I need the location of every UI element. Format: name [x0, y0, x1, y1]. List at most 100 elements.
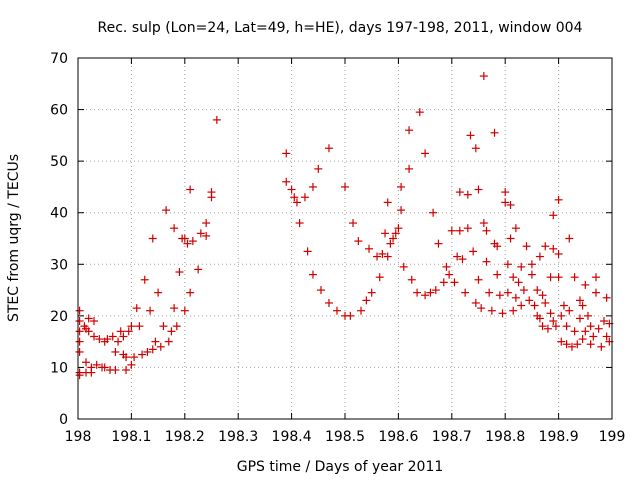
data-point [162, 206, 171, 215]
data-point [562, 322, 571, 331]
data-point [599, 317, 608, 326]
data-point [341, 182, 349, 191]
data-point [303, 247, 312, 256]
data-point [509, 306, 518, 315]
data-point [349, 219, 358, 228]
chart-title: Rec. sulp (Lon=24, Lat=49, h=HE), days 1… [98, 20, 583, 36]
data-point [546, 273, 555, 282]
data-point [538, 291, 547, 300]
data-point [290, 193, 299, 202]
data-point [365, 244, 374, 253]
data-point [458, 255, 467, 264]
data-point [565, 234, 574, 243]
data-point [405, 164, 414, 173]
data-point [581, 327, 590, 336]
data-point [389, 234, 398, 243]
data-point [282, 177, 291, 186]
data-point [111, 347, 120, 356]
data-point [487, 306, 496, 315]
data-point [130, 353, 139, 362]
data-point [421, 149, 430, 158]
data-point [111, 366, 120, 375]
data-point [383, 198, 392, 207]
data-point [127, 360, 136, 369]
data-point [519, 286, 528, 295]
data-point [495, 291, 504, 300]
data-point [511, 293, 520, 302]
data-point [567, 342, 576, 351]
data-point [332, 306, 341, 315]
data-point [188, 237, 197, 246]
data-point [455, 226, 464, 235]
x-axis-ticks: 198 198.1 198.2 198.3 198.4 198.5 198.6 198.7 19… [65, 58, 626, 445]
data-point [122, 353, 131, 362]
data-point [167, 327, 176, 336]
data-point [362, 296, 371, 305]
data-point [170, 304, 179, 313]
y-tick-label: 40 [50, 206, 68, 222]
data-point [386, 239, 395, 248]
data-point [127, 322, 136, 331]
data-point [450, 278, 459, 287]
data-point [479, 219, 488, 228]
data-point [549, 244, 558, 253]
data-point [324, 298, 333, 307]
data-point [183, 239, 192, 248]
data-point [485, 288, 494, 297]
data-point [447, 226, 456, 235]
data-point [124, 327, 133, 336]
data-point [474, 275, 483, 284]
data-point [498, 309, 507, 318]
data-point [90, 332, 99, 341]
data-point [535, 314, 544, 323]
data-point [202, 219, 211, 228]
x-tick-label: 198.9 [539, 429, 579, 445]
data-point [586, 322, 595, 331]
data-point [503, 288, 512, 297]
data-point [373, 252, 382, 261]
data-point [308, 270, 317, 279]
grid-lines [78, 58, 612, 419]
data-point [413, 288, 422, 297]
data-point [138, 350, 147, 359]
data-point [314, 164, 323, 173]
data-point [493, 270, 502, 279]
y-tick-label: 0 [59, 412, 68, 428]
data-point [84, 314, 93, 323]
data-point [75, 337, 84, 346]
data-point [522, 242, 531, 251]
x-tick-label: 198.7 [432, 429, 472, 445]
data-point [397, 182, 406, 191]
data-point [479, 72, 488, 81]
data-point [135, 322, 144, 331]
x-tick-label: 198.4 [272, 429, 312, 445]
data-point [541, 298, 550, 307]
data-point [346, 311, 355, 320]
data-point [92, 360, 101, 369]
data-point [316, 286, 325, 295]
data-point [591, 273, 600, 282]
data-point [565, 306, 574, 315]
x-tick-label: 199 [599, 429, 626, 445]
data-point [463, 224, 472, 233]
data-point [75, 371, 84, 380]
data-point [196, 229, 205, 238]
data-point [100, 363, 109, 372]
data-point [119, 332, 128, 341]
data-point [594, 324, 603, 333]
data-point [525, 296, 534, 305]
data-point [90, 317, 99, 326]
y-tick-label: 20 [50, 309, 68, 325]
x-tick-label: 198.8 [485, 429, 525, 445]
data-point [324, 144, 333, 153]
data-point [151, 337, 160, 346]
data-point [391, 229, 400, 238]
data-point [381, 229, 390, 238]
data-point [575, 296, 584, 305]
data-point [557, 337, 566, 346]
data-point [543, 324, 552, 333]
data-point [578, 335, 587, 344]
data-point [367, 288, 376, 297]
data-point [287, 185, 296, 194]
data-point [474, 185, 483, 194]
